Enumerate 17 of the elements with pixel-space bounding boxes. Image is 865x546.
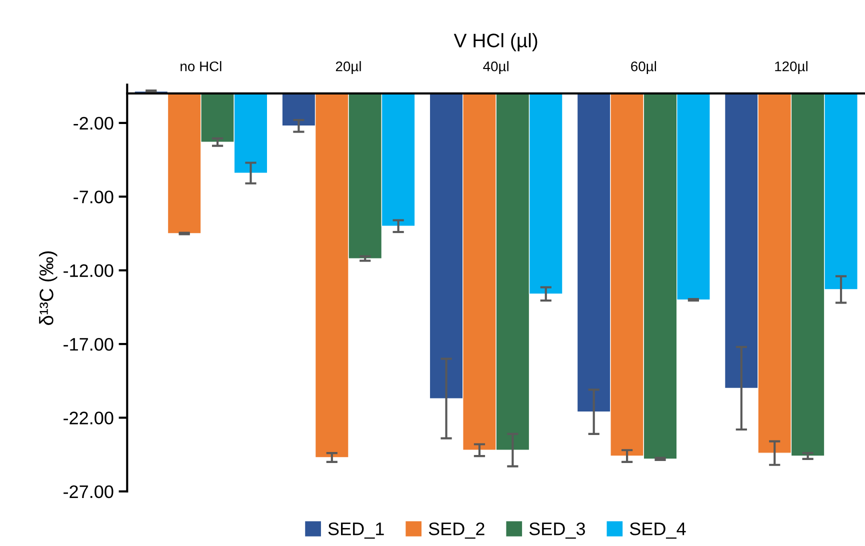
x-tick-label: 20µl — [336, 61, 361, 74]
y-tick-label: -22.00 — [64, 412, 114, 424]
legend-label: SED_3 — [529, 522, 585, 539]
x-tick-label: 40µl — [483, 61, 508, 74]
legend-label: SED_1 — [328, 522, 384, 539]
x-tick-label: 120µl — [775, 61, 808, 74]
legend-label: SED_4 — [630, 522, 686, 539]
x-axis-title: V HCl (µl) — [454, 33, 538, 52]
y-tick-label: -17.00 — [64, 338, 114, 351]
y-tick-label: -7.00 — [74, 190, 114, 204]
y-axis-title: δ¹³C (‰) — [39, 251, 58, 326]
y-tick-label: -2.00 — [74, 116, 114, 130]
legend-label: SED_2 — [428, 522, 484, 539]
x-tick-label: no HCl — [180, 61, 222, 72]
y-tick-label: -12.00 — [64, 264, 114, 278]
y-tick-label: -27.00 — [64, 485, 114, 498]
x-tick-label: 60µl — [631, 61, 656, 74]
